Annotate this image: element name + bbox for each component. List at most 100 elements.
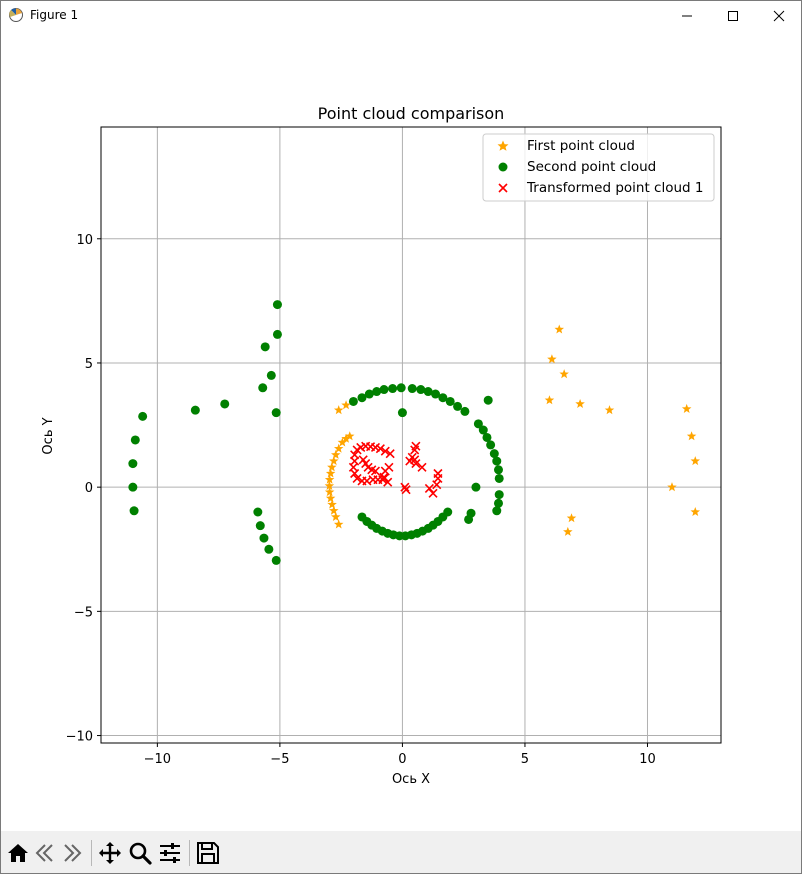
data-point-circle — [260, 342, 270, 352]
data-point-circle — [494, 473, 504, 483]
data-point-x — [401, 485, 411, 495]
data-point-star — [325, 468, 336, 478]
close-icon — [773, 10, 785, 22]
data-point-circle — [190, 405, 200, 415]
data-point-star — [686, 431, 697, 441]
close-button[interactable] — [756, 0, 802, 31]
chart-title: Point cloud comparison — [318, 104, 505, 123]
data-point-x — [350, 468, 360, 479]
maximize-button[interactable] — [710, 0, 756, 31]
data-point-x — [424, 483, 434, 493]
back-arrow-icon — [35, 844, 53, 862]
home-icon — [8, 844, 28, 862]
configure-subplots-button[interactable] — [157, 840, 183, 866]
data-point-circle — [438, 393, 448, 403]
data-point-star — [324, 480, 335, 490]
x-tick-label: −5 — [270, 752, 289, 767]
x-tick-label: 0 — [398, 752, 406, 767]
data-point-x — [375, 444, 385, 454]
data-point-circle — [272, 300, 282, 310]
legend-star-icon — [497, 140, 509, 151]
minimize-icon — [682, 15, 692, 17]
data-point-star — [331, 511, 341, 522]
data-point-circle — [492, 456, 502, 466]
data-point-circle — [407, 384, 417, 394]
data-point-circle — [253, 507, 263, 517]
data-point-star — [547, 354, 557, 364]
data-point-circle — [473, 419, 483, 429]
navigation-toolbar — [0, 831, 802, 874]
matplotlib-app-icon — [9, 8, 23, 22]
y-tick-label: 5 — [85, 357, 93, 372]
data-point-circle — [486, 440, 496, 450]
legend-box — [482, 133, 715, 202]
data-point-circle — [258, 383, 268, 393]
data-point-circle — [493, 498, 503, 508]
data-point-star — [575, 398, 585, 408]
data-point-circle — [266, 370, 276, 380]
series-1 — [128, 300, 504, 565]
data-point-circle — [271, 408, 281, 418]
x-axis-label: Ось X — [392, 772, 430, 787]
minimize-button[interactable] — [664, 0, 710, 31]
window-titlebar: Figure 1 — [0, 0, 802, 31]
y-tick-label: 10 — [76, 233, 93, 248]
data-point-x — [400, 482, 410, 492]
data-point-circle — [357, 393, 367, 403]
data-point-circle — [453, 401, 463, 411]
data-point-circle — [129, 506, 139, 516]
data-point-star — [325, 493, 336, 503]
data-point-circle — [259, 533, 269, 543]
data-point-star — [554, 324, 565, 334]
data-point-x — [428, 488, 438, 498]
data-point-circle — [489, 449, 499, 459]
data-point-star — [690, 507, 701, 517]
legend-label-second: Second point cloud — [527, 159, 656, 175]
save-button[interactable] — [195, 840, 221, 866]
data-point-circle — [464, 514, 474, 524]
maximize-icon — [728, 11, 738, 21]
y-axis-label: Ось Y — [41, 417, 56, 454]
data-point-star — [690, 456, 701, 466]
sliders-icon — [160, 843, 180, 863]
window-title: Figure 1 — [30, 8, 79, 22]
data-point-x — [417, 462, 427, 472]
floppy-disk-icon — [197, 842, 219, 864]
data-point-circle — [483, 395, 493, 405]
data-point-circle — [348, 396, 358, 406]
data-point-x — [385, 449, 395, 459]
home-button[interactable] — [5, 840, 31, 866]
legend-entry-transformed: Transformed point cloud 1 — [498, 180, 703, 196]
move-icon — [99, 842, 121, 864]
plot-frame — [100, 126, 722, 744]
data-point-star — [329, 456, 339, 466]
data-point-x — [384, 462, 394, 472]
data-point-circle — [471, 482, 481, 492]
data-point-x — [370, 466, 381, 476]
y-tick-label: 0 — [85, 481, 93, 496]
back-button[interactable] — [32, 840, 58, 866]
forward-arrow-icon — [64, 844, 82, 862]
forward-button[interactable] — [59, 840, 85, 866]
data-point-star — [563, 526, 573, 536]
pan-button[interactable] — [97, 840, 123, 866]
scatter-chart: −10 −5 0 5 10 −10 −5 0 5 10 Point cloud compariso… — [41, 104, 722, 787]
series-0 — [324, 324, 701, 536]
data-point-circle — [364, 389, 374, 399]
y-tick-label: −5 — [74, 605, 93, 620]
zoom-button[interactable] — [127, 840, 153, 866]
data-point-circle — [372, 387, 382, 397]
data-point-circle — [128, 459, 138, 469]
data-point-x — [410, 455, 420, 465]
data-point-star — [681, 403, 692, 413]
data-point-circle — [130, 435, 140, 445]
x-tick-label: 5 — [521, 752, 529, 767]
data-point-circle — [445, 396, 455, 406]
data-point-star — [324, 474, 335, 484]
data-point-circle — [492, 506, 502, 516]
data-point-circle — [431, 389, 441, 399]
x-tick-label: 10 — [639, 752, 656, 767]
data-point-circle — [255, 521, 265, 531]
data-point-circle — [220, 399, 230, 409]
data-point-circle — [493, 465, 503, 475]
